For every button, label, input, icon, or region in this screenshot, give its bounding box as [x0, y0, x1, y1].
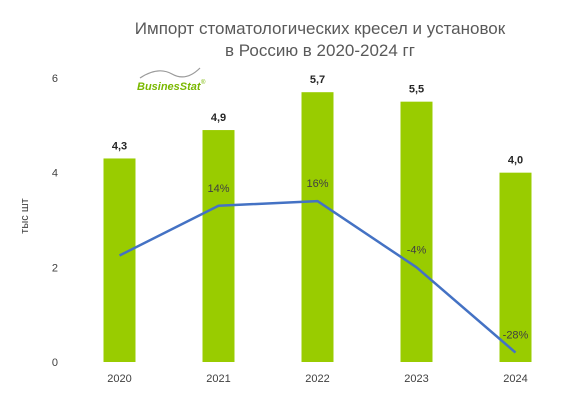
- x-tick-2021: 2021: [206, 373, 230, 385]
- bar-value-label-2023: 5,5: [409, 84, 424, 96]
- bar-value-label-2024: 4,0: [508, 155, 523, 167]
- growth-label-2023: -4%: [407, 244, 427, 256]
- x-axis-ticks: 2020 2021 2022 2023 2024: [107, 373, 527, 385]
- growth-line: [118, 199, 517, 354]
- logo-trademark: ®: [201, 79, 206, 86]
- chart-title-line2: в Россию в 2020-2024 гг: [225, 41, 415, 60]
- growth-label-2022: 16%: [306, 178, 328, 190]
- bar-2023: [400, 101, 433, 363]
- brand-logo: BusinesStat ®: [137, 67, 206, 93]
- bar-value-label-2022: 5,7: [310, 74, 325, 86]
- bar-labels-group: 4,3 4,9 5,7 5,5 4,0: [112, 74, 523, 166]
- x-tick-2020: 2020: [107, 373, 131, 385]
- y-tick-2: 2: [52, 262, 58, 274]
- growth-label-2024: -28%: [503, 330, 529, 342]
- bar-2022: [301, 92, 334, 362]
- x-tick-2024: 2024: [503, 373, 527, 385]
- growth-line-group: [118, 199, 517, 354]
- y-axis-label: тыс шт: [19, 198, 31, 233]
- logo-text: BusinesStat: [137, 81, 202, 93]
- bar-value-label-2020: 4,3: [112, 140, 127, 152]
- logo-swoosh: [139, 67, 201, 79]
- y-axis-ticks: 0 2 4 6: [52, 73, 58, 369]
- y-tick-0: 0: [52, 357, 58, 369]
- growth-labels-group: 14% 16% -4% -28%: [207, 178, 528, 341]
- y-tick-6: 6: [52, 73, 58, 85]
- x-tick-2022: 2022: [305, 373, 329, 385]
- bar-2020: [103, 158, 136, 362]
- growth-label-2021: 14%: [207, 183, 229, 195]
- chart-title-line1: Импорт стоматологических кресел и устано…: [135, 19, 506, 38]
- bar-2021: [202, 130, 235, 362]
- y-tick-4: 4: [52, 168, 58, 180]
- bars-group: [103, 92, 532, 363]
- bar-2024: [499, 172, 532, 362]
- x-tick-2023: 2023: [404, 373, 428, 385]
- bar-value-label-2021: 4,9: [211, 112, 226, 124]
